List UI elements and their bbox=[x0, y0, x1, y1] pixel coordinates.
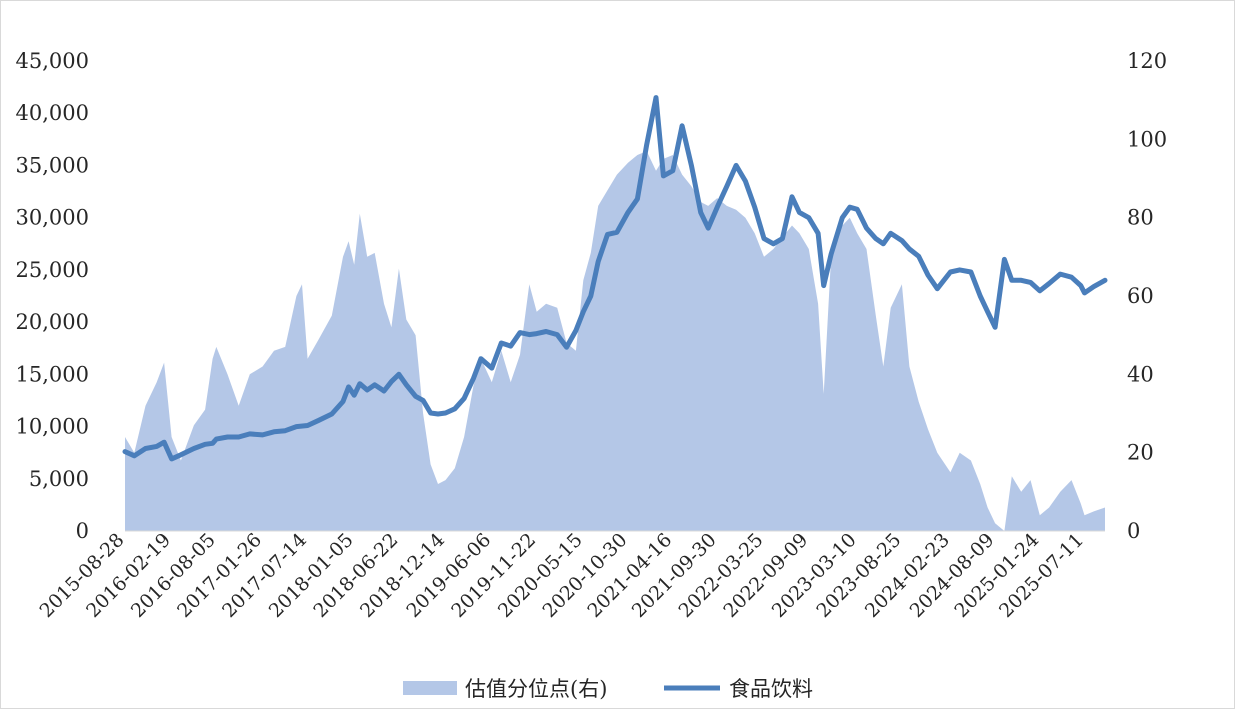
y-right-tick-label: 80 bbox=[1127, 206, 1154, 230]
area-series-fill bbox=[125, 151, 1105, 531]
y-right-tick-label: 0 bbox=[1127, 519, 1140, 543]
y-left-tick-label: 20,000 bbox=[16, 310, 89, 334]
y-left-tick-label: 0 bbox=[76, 519, 89, 543]
y-left-tick-label: 10,000 bbox=[16, 415, 89, 439]
legend-area-label: 估值分位点(右) bbox=[465, 677, 607, 701]
y-left-tick-label: 35,000 bbox=[16, 153, 89, 177]
line-series-group bbox=[122, 95, 1108, 462]
y-left-tick-label: 45,000 bbox=[16, 49, 89, 73]
y-right-tick-label: 120 bbox=[1127, 49, 1167, 73]
y-left-tick-labels: 0 5,000 10,000 15,000 20,000 25,000 30,000 35,0… bbox=[16, 49, 89, 543]
legend: 估值分位点(右) 食品饮料 bbox=[403, 677, 813, 701]
y-right-tick-label: 40 bbox=[1127, 362, 1154, 386]
x-tick-labels: 2015-08-282016-02-192016-08-052017-01-26… bbox=[36, 529, 1089, 622]
y-right-tick-label: 20 bbox=[1127, 441, 1154, 465]
legend-area-swatch bbox=[403, 681, 457, 695]
y-left-tick-label: 15,000 bbox=[16, 362, 89, 386]
y-right-tick-labels: 0 20 40 60 80 100 120 bbox=[1127, 49, 1167, 543]
legend-line-label: 食品饮料 bbox=[729, 677, 813, 701]
y-left-tick-label: 40,000 bbox=[16, 101, 89, 125]
y-right-tick-label: 60 bbox=[1127, 284, 1154, 308]
line-series-path bbox=[122, 95, 1108, 462]
y-left-tick-label: 5,000 bbox=[29, 467, 89, 491]
area-series-group bbox=[125, 151, 1105, 531]
y-left-tick-label: 25,000 bbox=[16, 258, 89, 282]
y-left-tick-label: 30,000 bbox=[16, 206, 89, 230]
y-right-tick-label: 100 bbox=[1127, 127, 1167, 151]
